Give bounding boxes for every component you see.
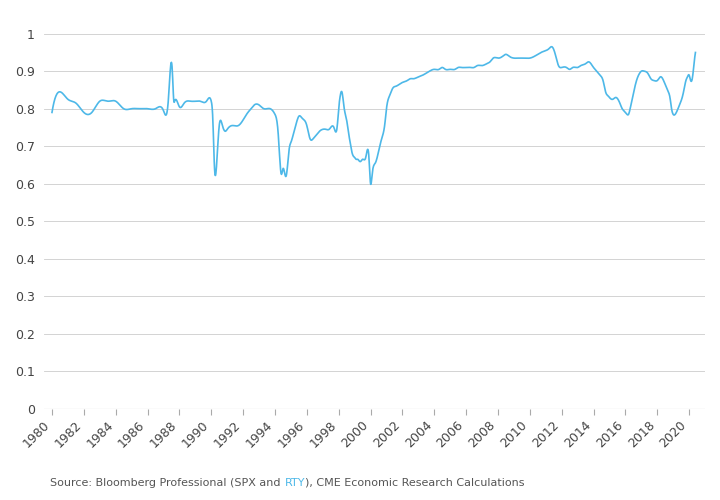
Text: ), CME Economic Research Calculations: ), CME Economic Research Calculations: [305, 478, 524, 488]
Text: Source: Bloomberg Professional (SPX and: Source: Bloomberg Professional (SPX and: [50, 478, 284, 488]
Text: RTY: RTY: [284, 478, 305, 488]
